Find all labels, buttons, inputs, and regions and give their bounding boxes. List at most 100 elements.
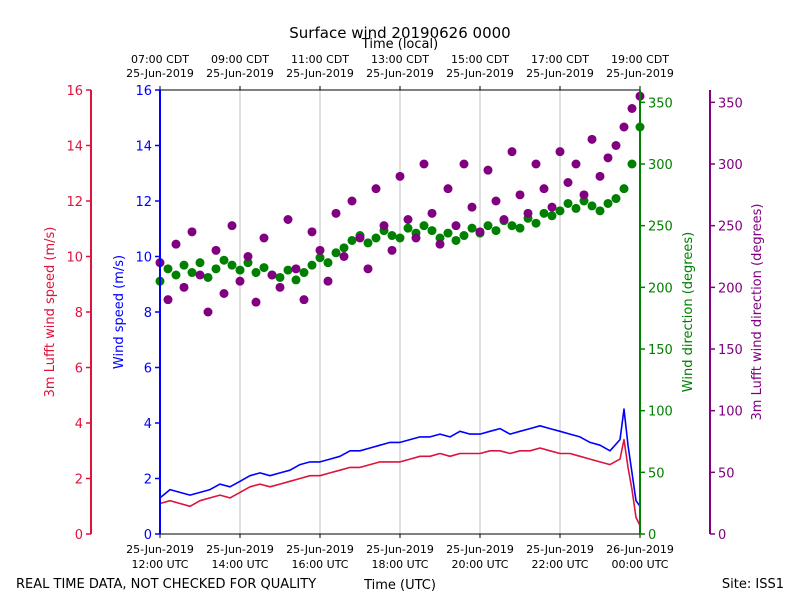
series-layer	[155, 91, 645, 527]
lufft-speed-axis-title: 3m Lufft wind speed (m/s)	[43, 227, 58, 398]
wind-direction-tick-label: 100	[648, 405, 673, 420]
chart-title: Surface wind 20190626 0000	[289, 24, 510, 42]
lufft-direction-point	[395, 171, 405, 181]
lufft-direction-point	[227, 221, 237, 231]
lufft-speed-tick-label: 10	[66, 251, 83, 266]
top-tick-label-time: 15:00 CDT	[451, 53, 509, 66]
lufft-direction-point	[299, 295, 309, 305]
lufft-direction-point	[251, 297, 261, 307]
wind-direction-point	[467, 223, 477, 233]
wind-direction-point	[227, 260, 237, 270]
bottom-tick-label-date: 25-Jun-2019	[126, 543, 194, 556]
lufft-direction-point	[515, 190, 525, 200]
lufft-direction-point	[619, 122, 629, 132]
lufft-direction-point	[219, 289, 229, 298]
lufft-direction-point	[379, 221, 389, 231]
lufft-speed-line	[159, 438, 641, 527]
wind-direction-point	[315, 253, 325, 263]
top-tick-label-date: 25-Jun-2019	[206, 67, 274, 80]
wind-direction-tick-label: 0	[648, 528, 656, 543]
wind-direction-point	[603, 198, 613, 208]
wind-direction-point	[491, 226, 501, 236]
lufft-direction-tick-label: 50	[718, 466, 735, 481]
wind-direction-point	[307, 260, 317, 270]
lufft-direction-point	[555, 147, 565, 157]
bottom-tick-label-time: 22:00 UTC	[531, 558, 588, 571]
lufft-direction-point	[451, 221, 461, 231]
lufft-direction-axis-title: 3m Lufft wind direction (degrees)	[750, 204, 765, 421]
bottom-tick-label-time: 00:00 UTC	[611, 558, 668, 571]
lufft-direction-point	[627, 104, 637, 113]
lufft-speed-tick-label: 14	[66, 140, 83, 155]
lufft-direction-point	[571, 159, 581, 169]
top-tick-label-date: 25-Jun-2019	[526, 67, 594, 80]
wind-direction-point	[187, 268, 197, 278]
lufft-direction-point	[283, 215, 293, 224]
wind-direction-point	[299, 268, 309, 278]
bottom-tick-label-date: 25-Jun-2019	[206, 543, 274, 556]
bottom-tick-label-date: 26-Jun-2019	[606, 543, 674, 556]
grid-lines	[239, 90, 561, 534]
bottom-tick-label-date: 25-Jun-2019	[526, 543, 594, 556]
bottom-tick-label-date: 25-Jun-2019	[446, 543, 514, 556]
wind-direction-point	[339, 243, 349, 253]
wind-direction-point	[283, 265, 293, 275]
wind-direction-point	[395, 233, 405, 243]
top-tick-label-date: 25-Jun-2019	[286, 67, 354, 80]
lufft-direction-point	[603, 153, 613, 163]
wind-direction-point	[531, 218, 541, 228]
lufft-direction-tick-label: 0	[718, 528, 726, 543]
wind-direction-tick-label: 350	[648, 96, 673, 111]
lufft-speed-tick-label: 12	[66, 195, 83, 210]
wind-direction-point	[571, 203, 581, 213]
lufft-direction-point	[419, 159, 429, 169]
wind-direction-point	[459, 231, 469, 241]
lufft-direction-point	[171, 239, 181, 249]
top-tick-label-date: 25-Jun-2019	[606, 67, 674, 80]
wind-direction-tick-label: 150	[648, 343, 673, 358]
lufft-direction-point	[235, 276, 245, 286]
lufft-speed-tick-label: 0	[75, 528, 83, 543]
wind-direction-point	[579, 196, 589, 206]
wind-speed-tick-label: 10	[135, 251, 152, 266]
lufft-direction-point	[259, 233, 269, 243]
bottom-tick-label-time: 14:00 UTC	[211, 558, 268, 571]
lufft-speed-tick-label: 8	[75, 306, 83, 321]
lufft-direction-point	[387, 245, 397, 255]
top-tick-label-time: 11:00 CDT	[291, 53, 349, 66]
wind-direction-point	[611, 194, 621, 204]
lufft-direction-point	[467, 202, 477, 212]
top-tick-label-date: 25-Jun-2019	[366, 67, 434, 80]
lufft-direction-point	[539, 184, 549, 194]
wind-direction-point	[163, 264, 173, 274]
wind-direction-point	[483, 221, 493, 231]
lufft-direction-point	[475, 227, 485, 237]
lufft-direction-point	[611, 141, 621, 150]
lufft-direction-point	[195, 270, 205, 280]
wind-direction-point	[291, 275, 301, 285]
wind-speed-axis-title: Wind speed (m/s)	[112, 255, 127, 369]
lufft-direction-point	[499, 215, 509, 224]
lufft-speed-tick-label: 6	[75, 362, 83, 377]
lufft-direction-point	[163, 295, 173, 305]
lufft-speed-tick-label: 16	[66, 84, 83, 99]
wind-direction-tick-label: 300	[648, 158, 673, 173]
lufft-direction-point	[363, 264, 373, 274]
bottom-tick-label-time: 16:00 UTC	[291, 558, 348, 571]
lufft-direction-point	[275, 282, 285, 292]
wind-direction-point	[235, 265, 245, 275]
wind-direction-point	[627, 159, 637, 169]
top-tick-label-time: 09:00 CDT	[211, 53, 269, 66]
wind-direction-point	[371, 233, 381, 243]
lufft-direction-point	[411, 233, 421, 243]
bottom-tick-label-time: 12:00 UTC	[131, 558, 188, 571]
lufft-direction-point	[203, 307, 213, 317]
wind-direction-point	[403, 223, 413, 233]
wind-speed-tick-label: 8	[144, 306, 152, 321]
wind-direction-point	[387, 231, 397, 241]
wind-direction-point	[251, 268, 261, 278]
site-label: Site: ISS1	[722, 577, 784, 592]
lufft-direction-point	[179, 282, 189, 292]
